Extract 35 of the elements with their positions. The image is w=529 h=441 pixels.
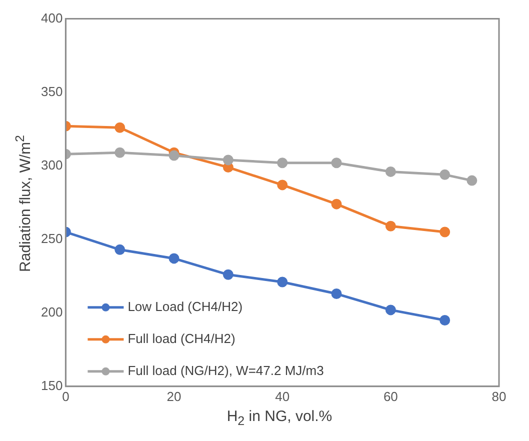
point [385,166,396,177]
y-tick-label: 300 [40,157,63,172]
point [277,158,288,168]
point [331,288,342,300]
legend-label: Full load (CH4/H2) [128,330,236,346]
point [331,158,342,168]
x-tick-label: 0 [62,388,70,404]
x-tick-label: 80 [492,388,506,404]
x-tick-label: 40 [275,388,290,404]
point [277,276,288,288]
y-tick-label: 150 [40,378,63,393]
legend-label: Low Load (CH4/H2) [128,298,243,314]
point [385,304,396,316]
point [222,269,234,280]
x-tick-label: 20 [166,388,182,404]
point [114,244,126,255]
point [168,253,180,264]
point [168,150,180,161]
point [331,198,342,210]
point [466,175,478,186]
point [222,154,234,166]
y-tick-label: 350 [40,84,63,99]
point [114,122,126,133]
point [440,314,450,326]
point [440,226,450,238]
legend-label: Full load (NG/H2), W=47.2 MJ/m3 [128,362,324,378]
y-tick-label: 400 [40,10,63,26]
point [440,169,450,180]
y-tick-label: 250 [40,230,63,246]
point [277,180,288,190]
x-tick-label: 60 [383,388,398,404]
y-tick-label: 200 [40,304,63,320]
point [114,147,126,158]
point [385,220,396,232]
x-axis-title: H$_{2}$ in NG, vol.% [226,408,334,428]
